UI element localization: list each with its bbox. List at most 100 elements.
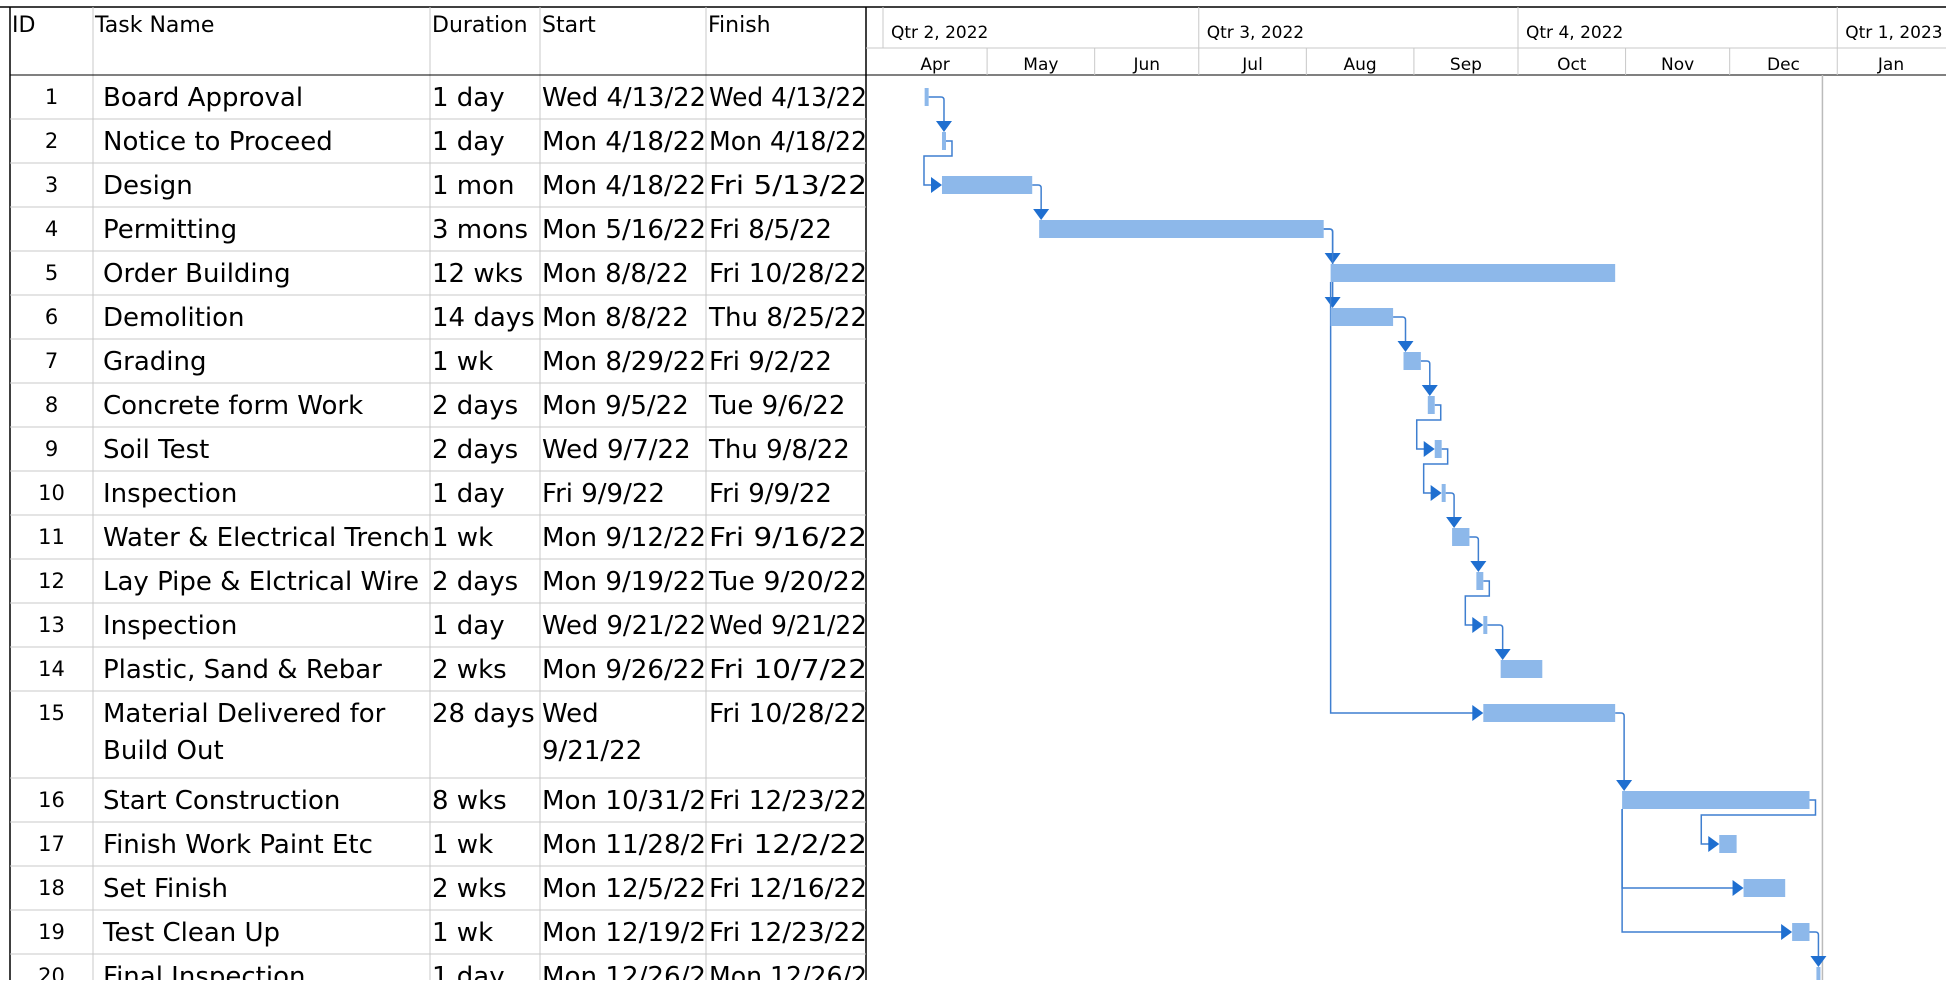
task-id: 20 xyxy=(38,964,65,980)
task-name: Set Finish xyxy=(103,874,228,904)
task-finish: Fri 8/5/22 xyxy=(709,215,832,245)
task-name: Material Delivered for xyxy=(103,699,386,729)
header-finish: Finish xyxy=(708,13,771,38)
dependency-link xyxy=(1445,492,1455,518)
task-bar xyxy=(1792,923,1810,941)
table-row: 20 Final Inspection 1 day Mon 12/26/2 Mon 12… xyxy=(38,962,867,984)
month-label: Jan xyxy=(1877,55,1904,75)
task-finish: Thu 8/25/22 xyxy=(708,303,867,333)
task-duration: 1 wk xyxy=(432,830,493,860)
month-label: Apr xyxy=(920,55,949,75)
table-row: 18 Set Finish 2 wks Mon 12/5/22 Fri 12/16/22 xyxy=(38,874,867,904)
dependency-link xyxy=(1323,228,1334,298)
link-arrowhead xyxy=(935,121,952,132)
task-name: Inspection xyxy=(103,611,237,641)
task-start: Mon 9/5/22 xyxy=(542,391,689,421)
table-row: 19 Test Clean Up 1 wk Mon 12/19/2 Fri 12/23/… xyxy=(38,918,867,948)
table-row: 8 Concrete form Work 2 days Mon 9/5/22 Tue 9… xyxy=(45,391,846,421)
task-bar xyxy=(941,176,1033,194)
task-bar xyxy=(1816,967,1821,984)
task-start: Mon 12/26/2 xyxy=(542,962,706,980)
link-arrowhead xyxy=(1781,924,1793,940)
task-bar xyxy=(1434,440,1442,458)
link-arrowhead xyxy=(1446,517,1463,528)
month-label: Sep xyxy=(1450,55,1482,75)
task-finish: Mon 12/26/2 xyxy=(709,962,867,980)
task-id: 5 xyxy=(45,261,58,285)
dependency-links xyxy=(923,96,1827,967)
dependency-link xyxy=(1464,580,1491,626)
link-arrowhead xyxy=(930,177,942,193)
table-row: 4 Permitting 3 mons Mon 5/16/22 Fri 8/5/22 xyxy=(45,215,832,245)
table-row: 11 Water & Electrical Trench 1 wk Mon 9/12/… xyxy=(38,523,867,553)
task-id: 18 xyxy=(38,876,65,900)
table-row: 5 Order Building 12 wks Mon 8/8/22 Fri 10/28… xyxy=(45,259,867,289)
task-start: Mon 8/8/22 xyxy=(542,303,689,333)
link-arrowhead xyxy=(1810,956,1827,967)
task-id: 6 xyxy=(45,305,58,329)
task-id: 14 xyxy=(38,657,65,681)
task-name: Grading xyxy=(103,347,206,377)
task-start: Mon 4/18/22 xyxy=(542,171,706,201)
task-id: 15 xyxy=(38,701,65,725)
table-row: 13 Inspection 1 day Wed 9/21/22 Wed 9/21/22 xyxy=(38,611,867,641)
task-bar xyxy=(1622,791,1810,809)
dependency-link xyxy=(923,140,953,186)
task-name: Plastic, Sand & Rebar xyxy=(103,655,382,685)
task-start: Mon 8/8/22 xyxy=(542,259,689,289)
task-id: 11 xyxy=(38,525,65,549)
task-duration: 1 day xyxy=(432,962,505,980)
dependency-link xyxy=(1415,404,1442,450)
task-bar xyxy=(1330,264,1616,282)
gantt-bars xyxy=(924,88,1821,984)
task-start: Wed 9/21/22 xyxy=(542,611,706,641)
task-name: Concrete form Work xyxy=(103,391,363,421)
table-grid xyxy=(0,6,1946,980)
table-row: 15 Material Delivered for Build Out 28 days… xyxy=(38,699,867,766)
task-start: Mon 4/18/22 xyxy=(542,127,706,157)
task-name: Lay Pipe & Elctrical Wire xyxy=(103,567,419,597)
dependency-link xyxy=(1329,282,1474,714)
header-duration: Duration xyxy=(432,13,528,38)
link-arrowhead xyxy=(1616,780,1633,791)
task-start: Mon 5/16/22 xyxy=(542,215,706,245)
task-name: Soil Test xyxy=(103,435,209,465)
task-bar xyxy=(1403,352,1421,370)
task-start: Wed 9/7/22 xyxy=(542,435,691,465)
task-duration: 14 days xyxy=(432,303,535,333)
month-label: Jul xyxy=(1241,55,1263,75)
task-duration: 28 days xyxy=(432,699,535,729)
dependency-link xyxy=(1422,448,1449,494)
task-duration: 2 wks xyxy=(432,874,507,904)
task-finish: Fri 12/23/22 xyxy=(709,918,867,948)
dependency-link xyxy=(1615,712,1625,781)
task-start: Wed xyxy=(542,699,599,729)
task-duration: 1 day xyxy=(432,127,505,157)
month-label: Nov xyxy=(1661,55,1694,75)
task-name: Test Clean Up xyxy=(102,918,280,948)
task-id: 4 xyxy=(45,217,58,241)
task-finish: Fri 12/16/22 xyxy=(709,874,867,904)
task-finish: Mon 4/18/22 xyxy=(709,127,867,157)
dependency-link xyxy=(1469,536,1480,562)
task-name: Board Approval xyxy=(103,83,303,113)
link-arrowhead xyxy=(1033,209,1050,220)
dependency-link xyxy=(1700,799,1817,845)
task-bar xyxy=(1743,879,1786,897)
link-arrowhead xyxy=(1708,836,1720,852)
table-row: 12 Lay Pipe & Elctrical Wire 2 days Mon 9/1… xyxy=(38,567,867,597)
task-duration: 1 wk xyxy=(432,523,493,553)
task-bar xyxy=(1039,220,1324,238)
link-arrowhead xyxy=(1732,880,1744,896)
timescale-header: Qtr 2, 2022 Qtr 3, 2022 Qtr 4, 2022 Qtr 1, … xyxy=(866,7,1946,980)
task-bar xyxy=(1483,704,1616,722)
header-task-name: Task Name xyxy=(94,13,214,38)
task-name: Design xyxy=(103,171,193,201)
task-name: Start Construction xyxy=(103,786,340,816)
task-id: 17 xyxy=(38,832,65,856)
task-finish: Fri 12/23/22 xyxy=(709,786,867,816)
dependency-link xyxy=(1809,931,1820,957)
task-start: Mon 12/19/2 xyxy=(542,918,706,948)
